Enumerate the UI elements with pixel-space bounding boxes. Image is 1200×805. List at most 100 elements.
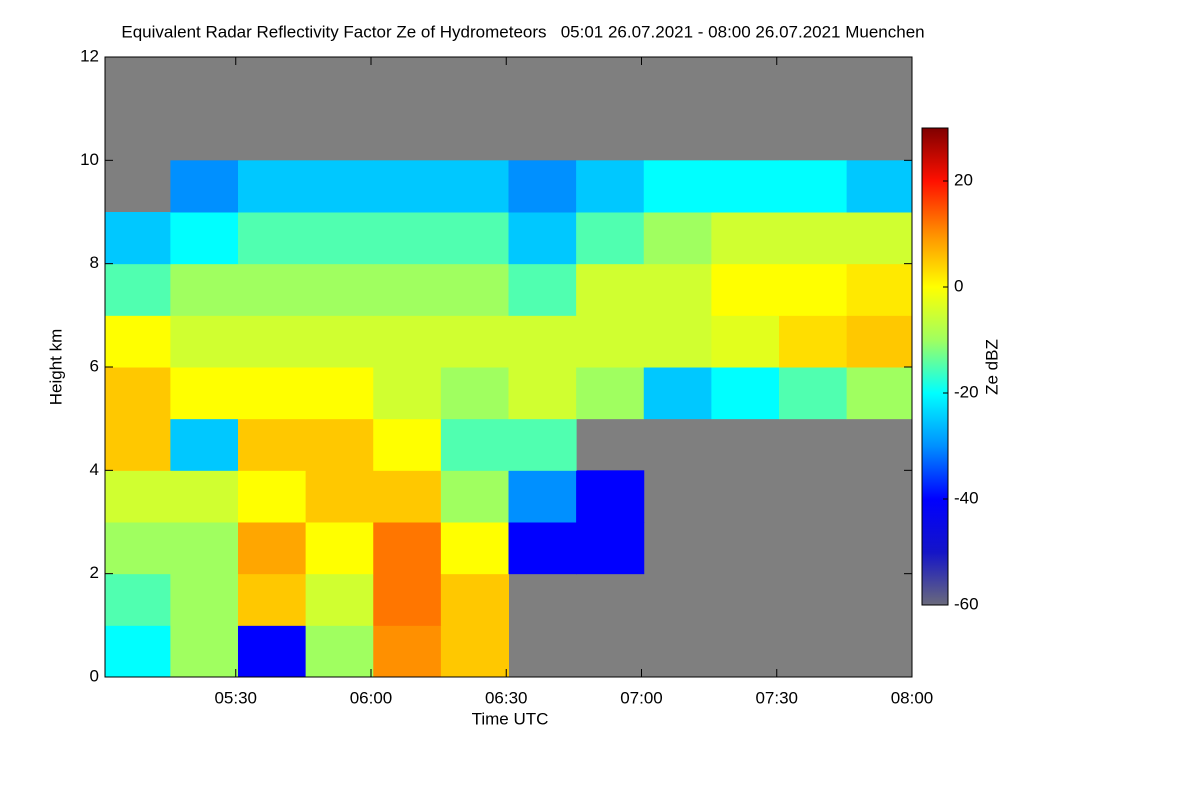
heatmap-cell — [305, 160, 374, 213]
heatmap-cell — [105, 625, 171, 677]
heatmap-cell — [237, 470, 307, 523]
heatmap-cell — [105, 263, 171, 316]
heatmap-cell — [846, 212, 912, 265]
heatmap-cell — [170, 367, 239, 420]
heatmap-cell — [440, 625, 509, 677]
colorbar-tick-label: -60 — [954, 594, 979, 613]
heatmap-cell — [779, 212, 848, 265]
chart-title: Equivalent Radar Reflectivity Factor Ze … — [121, 22, 924, 41]
heatmap-cell — [508, 212, 577, 265]
y-tick-label: 4 — [90, 460, 99, 479]
heatmap-cell — [170, 625, 239, 677]
heatmap-cell — [643, 212, 712, 265]
colorbar-tick-label: 0 — [954, 276, 963, 295]
heatmap-cell — [440, 315, 509, 368]
heatmap-cell — [373, 522, 442, 575]
heatmap-cell — [576, 367, 645, 420]
y-tick-label: 8 — [90, 253, 99, 272]
heatmap-cell — [576, 522, 645, 575]
heatmap-cell — [105, 418, 171, 471]
colorbar-tick-label: -20 — [954, 382, 979, 401]
heatmap-cell — [170, 315, 239, 368]
heatmap-cell — [373, 160, 442, 213]
heatmap-cell — [305, 367, 374, 420]
heatmap-cell — [508, 522, 577, 575]
heatmap-cell — [373, 263, 442, 316]
y-axis-label: Height km — [46, 329, 65, 406]
heatmap-cell — [711, 263, 780, 316]
heatmap-cell — [373, 573, 442, 626]
heatmap-cell — [170, 470, 239, 523]
heatmap-cell — [643, 160, 712, 213]
heatmap-cell — [373, 625, 442, 677]
heatmap-cell — [711, 367, 780, 420]
x-axis-label: Time UTC — [472, 709, 549, 728]
heatmap-cell — [105, 573, 171, 626]
heatmap-cell — [237, 522, 307, 575]
heatmap-cell — [170, 522, 239, 575]
heatmap-cell — [237, 367, 307, 420]
heatmap-cell — [105, 367, 171, 420]
heatmap-cell — [170, 573, 239, 626]
heatmap-cell — [170, 212, 239, 265]
heatmap-cell — [237, 418, 307, 471]
heatmap-cell — [305, 212, 374, 265]
x-tick-label: 07:00 — [620, 688, 663, 707]
heatmap-cell — [440, 367, 509, 420]
heatmap-cell — [105, 470, 171, 523]
heatmap — [105, 160, 912, 677]
heatmap-cell — [237, 573, 307, 626]
heatmap-cell — [373, 470, 442, 523]
y-tick-label: 6 — [90, 356, 99, 375]
heatmap-cell — [576, 263, 645, 316]
colorbar-tick-label: 20 — [954, 170, 973, 189]
heatmap-cell — [105, 315, 171, 368]
heatmap-cell — [237, 315, 307, 368]
heatmap-cell — [305, 573, 374, 626]
heatmap-cell — [508, 160, 577, 213]
heatmap-cell — [373, 212, 442, 265]
heatmap-cell — [237, 160, 307, 213]
heatmap-cell — [779, 263, 848, 316]
heatmap-cell — [237, 212, 307, 265]
heatmap-cell — [170, 418, 239, 471]
heatmap-cell — [846, 367, 912, 420]
y-tick-label: 12 — [80, 46, 99, 65]
colorbar-tick-label: -40 — [954, 488, 979, 507]
y-tick-label: 0 — [90, 666, 99, 685]
heatmap-cell — [305, 315, 374, 368]
heatmap-cell — [508, 367, 577, 420]
heatmap-cell — [105, 522, 171, 575]
heatmap-cell — [170, 160, 239, 213]
heatmap-cell — [508, 315, 577, 368]
heatmap-cell — [846, 315, 912, 368]
heatmap-cell — [170, 263, 239, 316]
heatmap-cell — [305, 418, 374, 471]
x-tick-label: 07:30 — [755, 688, 798, 707]
heatmap-cell — [237, 625, 307, 677]
heatmap-cell — [711, 160, 780, 213]
heatmap-cell — [440, 573, 509, 626]
heatmap-cell — [508, 470, 577, 523]
heatmap-cell — [576, 315, 645, 368]
y-tick-label: 2 — [90, 563, 99, 582]
heatmap-cell — [440, 522, 509, 575]
heatmap-cell — [105, 212, 171, 265]
x-tick-label: 08:00 — [891, 688, 934, 707]
x-tick-label: 06:00 — [350, 688, 393, 707]
heatmap-cell — [576, 470, 645, 523]
heatmap-cell — [576, 212, 645, 265]
heatmap-cell — [373, 367, 442, 420]
x-tick-label: 05:30 — [214, 688, 257, 707]
heatmap-cell — [440, 160, 509, 213]
colorbar — [921, 127, 949, 606]
heatmap-cell — [440, 263, 509, 316]
heatmap-cell — [508, 418, 577, 471]
colorbar-label: Ze dBZ — [982, 339, 1001, 395]
heatmap-cell — [305, 625, 374, 677]
heatmap-cell — [846, 263, 912, 316]
heatmap-cell — [440, 418, 509, 471]
heatmap-cell — [779, 315, 848, 368]
heatmap-cell — [576, 160, 645, 213]
